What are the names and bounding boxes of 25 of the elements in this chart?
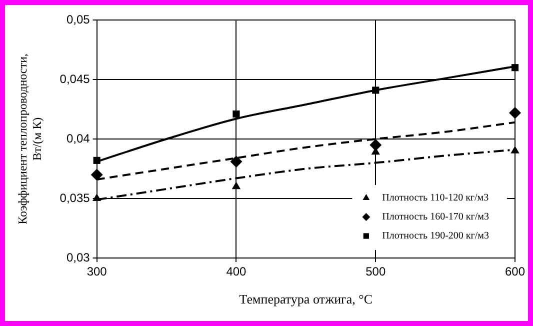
point <box>372 86 380 94</box>
point <box>232 182 241 190</box>
y-tick-label: 0,04 <box>66 131 90 146</box>
point <box>510 146 520 154</box>
point <box>93 156 100 164</box>
point <box>92 194 102 201</box>
y-tick-label: 0,035 <box>60 190 90 205</box>
legend-label: Плотность 160-170 кг/м3 <box>382 212 490 223</box>
point <box>509 106 521 119</box>
point <box>230 156 242 168</box>
y-tick-label: 0,05 <box>66 12 90 26</box>
point <box>90 168 103 181</box>
y-axis-title: Коэффициент теплопроводности, Вт/(м К) <box>15 54 44 224</box>
x-tick-label: 400 <box>226 264 247 279</box>
legend-label: Плотность 190-200 кг/м3 <box>382 230 490 242</box>
point <box>232 110 240 118</box>
point <box>370 138 382 151</box>
x-axis-title: Температура отжига, °C <box>239 292 373 307</box>
x-tick-label: 500 <box>366 264 386 279</box>
y-tick-label: 0,045 <box>60 72 90 86</box>
legend-label: Плотность 110-120 кг/м3 <box>382 192 489 204</box>
point <box>511 64 519 72</box>
y-tick-label: 0,03 <box>66 250 90 264</box>
x-tick-label: 600 <box>504 264 526 279</box>
x-tick-label: 300 <box>86 264 108 279</box>
